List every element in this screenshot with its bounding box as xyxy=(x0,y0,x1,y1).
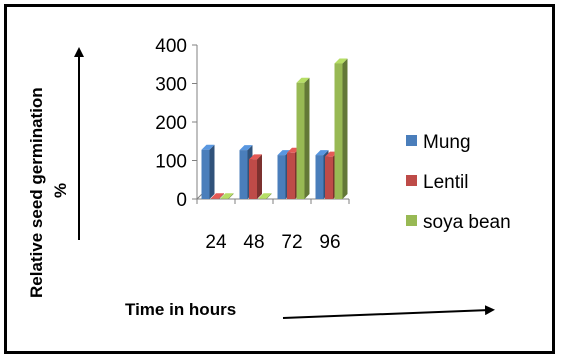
legend-item: Mung xyxy=(406,132,471,153)
bar-top xyxy=(296,77,310,83)
bar-front xyxy=(277,155,286,199)
bar-front xyxy=(220,198,229,199)
bar xyxy=(296,77,310,199)
legend: Mung Lentil soya bean xyxy=(406,132,511,233)
floor-depth-line xyxy=(196,193,203,200)
y-axis-unit-label: % xyxy=(51,183,70,198)
bar-front xyxy=(258,198,267,199)
bar-top xyxy=(239,145,253,151)
x-tick-label: 96 xyxy=(319,232,340,253)
bar-top xyxy=(201,144,215,150)
x-tick-label: 24 xyxy=(205,232,227,253)
bar-front xyxy=(239,150,248,199)
bar-top xyxy=(334,58,348,64)
bar-front xyxy=(315,155,324,199)
bar xyxy=(249,154,262,199)
bar-side xyxy=(266,193,272,199)
bar xyxy=(220,193,234,199)
bar-side xyxy=(228,193,234,199)
legend-swatch xyxy=(406,215,417,226)
y-tick-labels: 0 100 200 300 400 xyxy=(155,36,187,211)
bar-front xyxy=(334,63,343,200)
bar xyxy=(258,193,272,199)
bar-side xyxy=(209,144,215,199)
bars-group xyxy=(201,58,348,200)
y-tick-label: 0 xyxy=(176,190,187,211)
legend-swatch xyxy=(406,175,417,186)
bar-side xyxy=(219,193,224,199)
bar-top xyxy=(315,150,329,156)
legend-label: Lentil xyxy=(423,172,468,193)
x-tick-label: 48 xyxy=(243,232,264,253)
y-tick-label: 400 xyxy=(155,36,187,57)
legend-item: Lentil xyxy=(406,172,468,193)
bar xyxy=(334,58,348,200)
legend-label: soya bean xyxy=(423,212,511,233)
x-tick-labels: 24 48 72 96 xyxy=(205,232,340,253)
bar-front xyxy=(211,198,219,199)
bar-side xyxy=(342,58,348,200)
bar-front xyxy=(325,156,333,199)
bar-top xyxy=(258,193,272,199)
legend-swatch xyxy=(406,135,417,146)
bar-top xyxy=(277,150,291,156)
bar-front xyxy=(249,159,257,199)
bar xyxy=(211,193,224,199)
legend-item: soya bean xyxy=(406,212,511,233)
x-arrow xyxy=(282,305,495,319)
legend-label: Mung xyxy=(423,132,471,153)
bar-front xyxy=(287,152,295,199)
bar-top xyxy=(220,193,234,199)
bar-side xyxy=(257,154,262,199)
y-axis-label: Relative seed germination xyxy=(27,87,46,298)
bar-side xyxy=(304,77,310,199)
y-tick-label: 300 xyxy=(155,75,187,96)
bar xyxy=(201,144,215,199)
bar-top xyxy=(211,193,224,199)
bar-front xyxy=(296,82,305,199)
y-tick-label: 100 xyxy=(155,152,187,173)
bar-front xyxy=(201,149,210,199)
y-tick-label: 200 xyxy=(155,113,187,134)
bar-top xyxy=(249,154,262,160)
x-axis-label: Time in hours xyxy=(125,300,236,319)
x-tick-label: 72 xyxy=(281,232,302,253)
